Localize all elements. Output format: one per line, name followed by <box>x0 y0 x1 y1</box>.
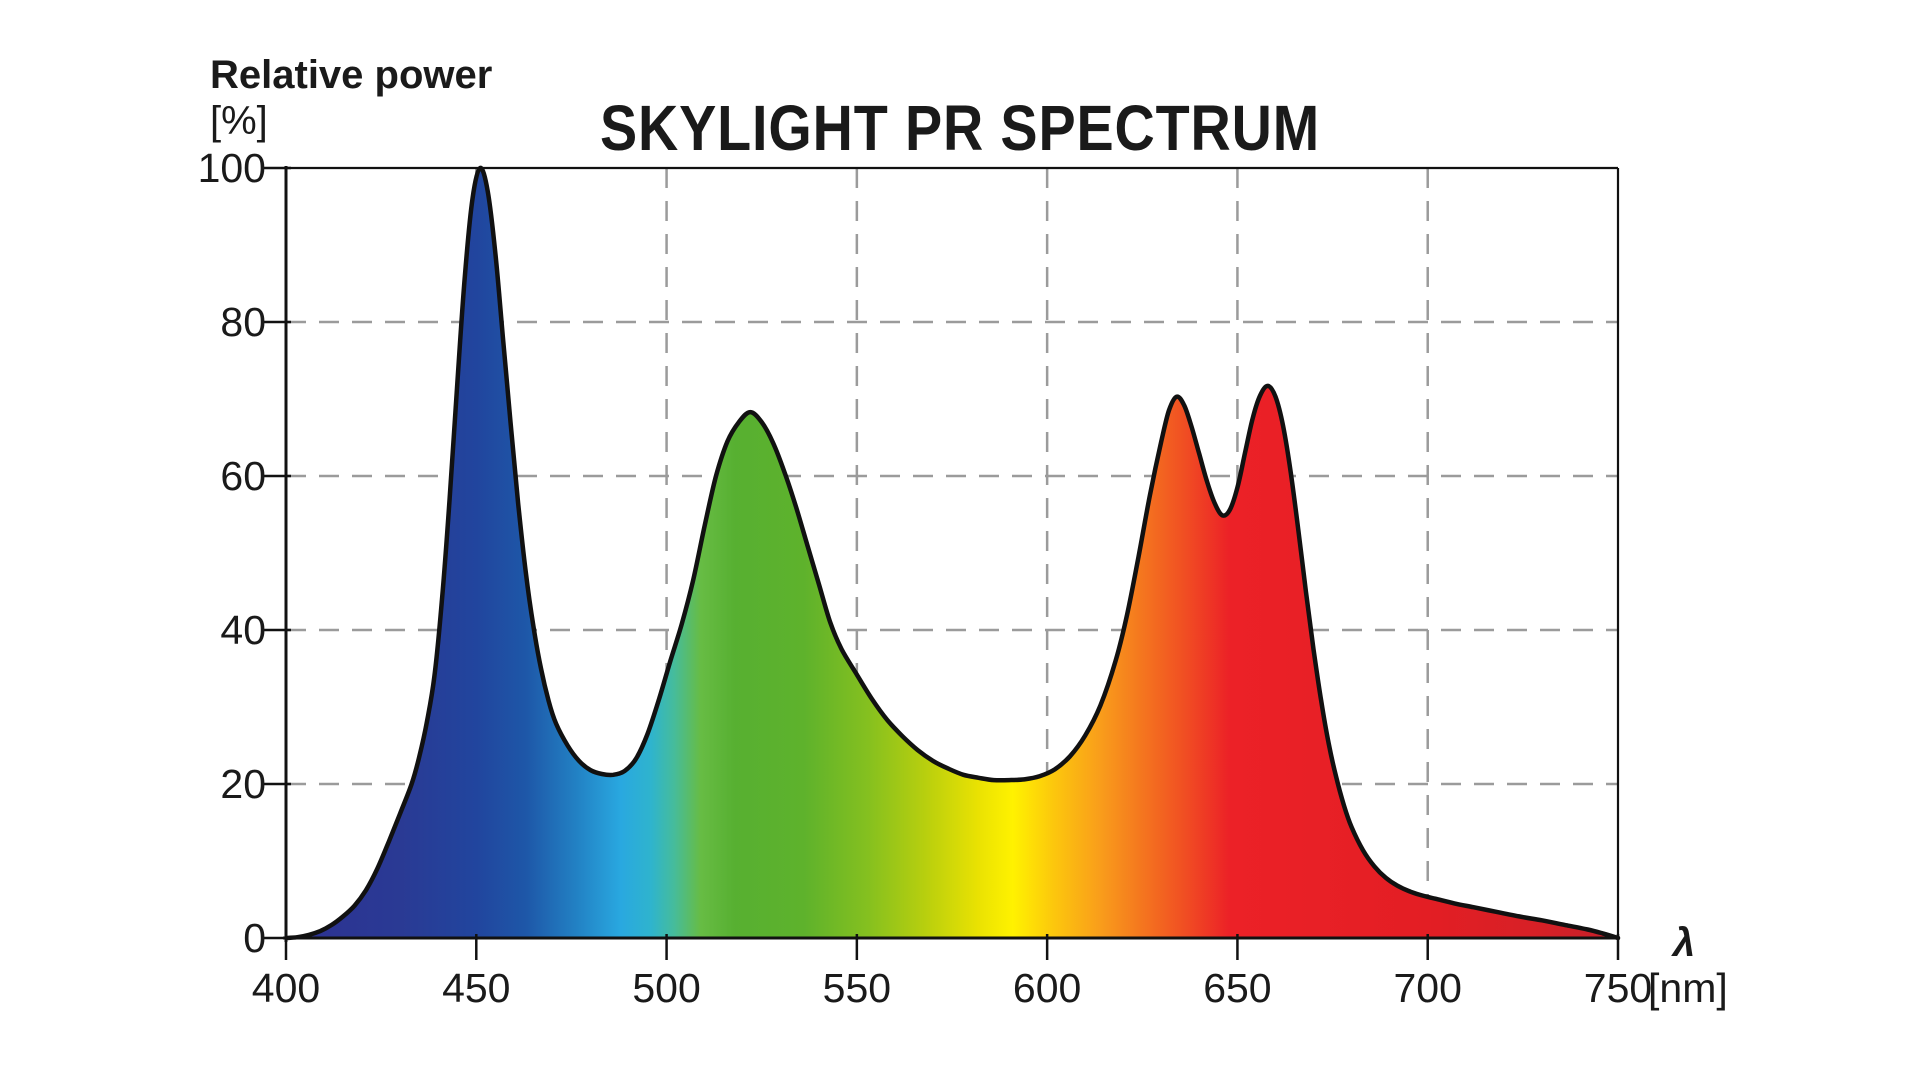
x-tick-label: 400 <box>252 965 320 1011</box>
y-tick-label: 20 <box>220 761 266 807</box>
y-tick-label: 100 <box>198 145 266 191</box>
spectrum-area <box>286 167 1618 939</box>
y-tick-label: 80 <box>220 299 266 345</box>
y-tick-label: 0 <box>243 915 266 961</box>
x-tick-label: 550 <box>823 965 891 1011</box>
x-axis-label-lambda: λ <box>1671 921 1695 965</box>
x-tick-label: 700 <box>1394 965 1462 1011</box>
axis-tick-labels: 0 20 40 60 80 100 400 450 500 550 600 650 700 750 <box>198 145 1653 1011</box>
x-tick-label: 500 <box>632 965 700 1011</box>
y-tick-label: 60 <box>220 453 266 499</box>
y-axis-unit-label: [%] <box>210 99 268 143</box>
x-tick-label: 600 <box>1013 965 1081 1011</box>
chart-title: SKYLIGHT PR SPECTRUM <box>600 92 1320 164</box>
x-tick-label: 650 <box>1203 965 1271 1011</box>
x-axis-unit-label: [nm] <box>1648 965 1728 1011</box>
x-tick-label: 750 <box>1584 965 1652 1011</box>
spectrum-curve <box>283 165 1621 941</box>
y-tick-label: 40 <box>220 607 266 653</box>
axis-ticks <box>262 166 1620 960</box>
y-axis-label: Relative power <box>210 53 492 97</box>
x-tick-label: 450 <box>442 965 510 1011</box>
plot-frame <box>283 166 1620 942</box>
